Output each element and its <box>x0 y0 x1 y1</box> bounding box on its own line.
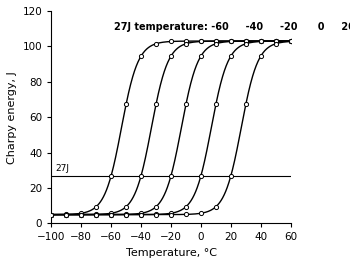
X-axis label: Temperature, °C: Temperature, °C <box>126 248 217 258</box>
Y-axis label: Charpy energy, J: Charpy energy, J <box>7 71 17 164</box>
Text: 27J temperature: -60     -40     -20      0     20°C: 27J temperature: -60 -40 -20 0 20°C <box>113 21 350 32</box>
Text: 27J: 27J <box>56 164 70 173</box>
